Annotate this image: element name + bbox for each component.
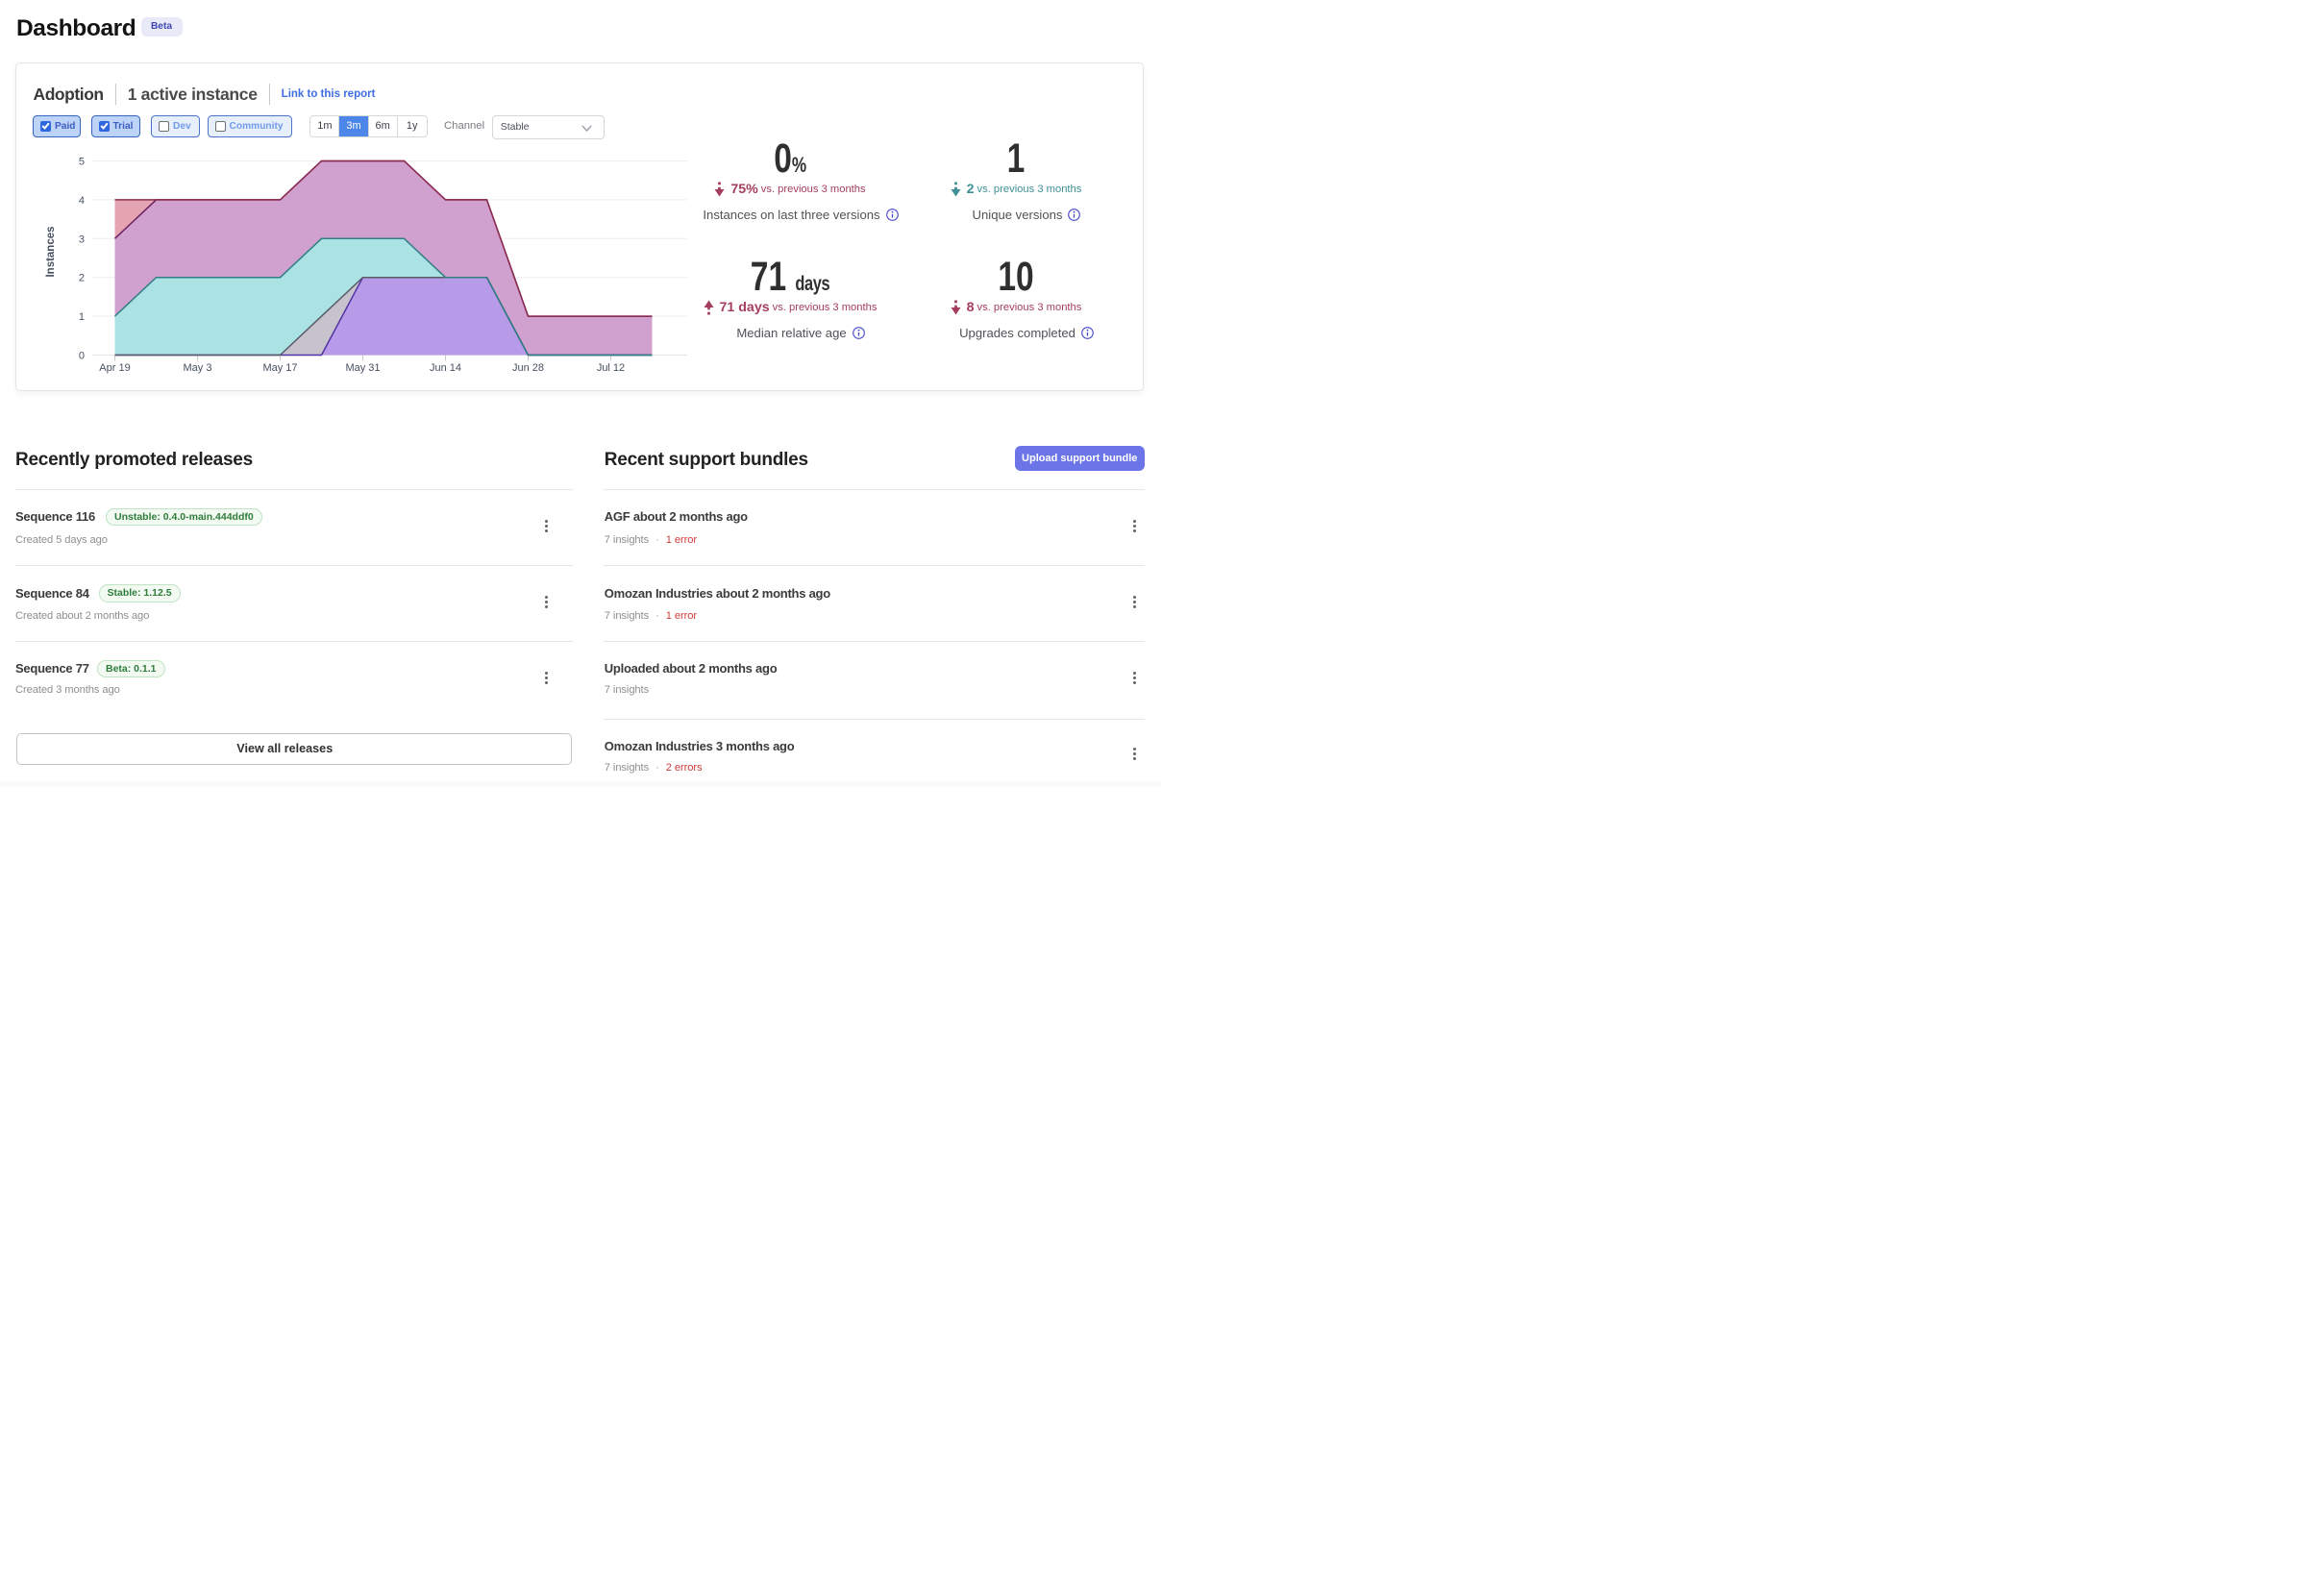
svg-text:2: 2 xyxy=(79,273,85,284)
svg-text:0: 0 xyxy=(79,351,85,362)
svg-text:May 31: May 31 xyxy=(345,362,380,374)
svg-text:Apr 19: Apr 19 xyxy=(99,362,130,374)
svg-text:3: 3 xyxy=(79,234,85,245)
svg-text:1: 1 xyxy=(79,311,85,323)
svg-text:4: 4 xyxy=(79,195,85,207)
svg-text:May 3: May 3 xyxy=(184,362,212,374)
svg-text:Instances: Instances xyxy=(45,226,57,277)
svg-text:5: 5 xyxy=(79,157,85,168)
svg-text:Jun 28: Jun 28 xyxy=(512,362,544,374)
svg-text:Jul 12: Jul 12 xyxy=(597,362,625,374)
svg-text:May 17: May 17 xyxy=(262,362,297,374)
svg-text:Jun 14: Jun 14 xyxy=(430,362,461,374)
